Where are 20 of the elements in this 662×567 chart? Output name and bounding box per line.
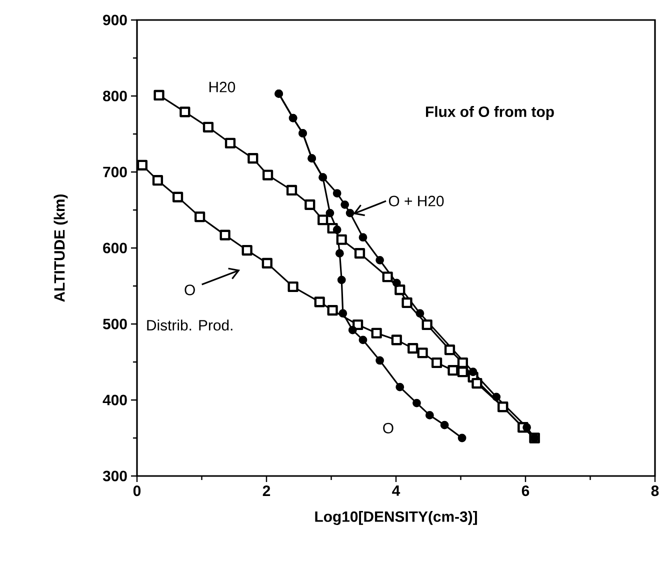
annotation: Flux of O from top (426, 106, 554, 120)
annotation: Distrib. Prod. (147, 320, 232, 331)
annotation: H20 (209, 82, 236, 92)
y-tick-label: 600 (103, 242, 127, 254)
y-axis-title: ALTITUDE (km) (54, 194, 68, 302)
annotation: O (383, 422, 394, 434)
x-axis-title: Log10[DENSITY(cm-3)] (315, 510, 477, 525)
x-tick-label: 4 (392, 486, 400, 496)
annotation: O (184, 284, 195, 296)
x-tick-label: 8 (651, 486, 659, 496)
y-tick-label: 700 (103, 166, 127, 178)
y-tick-label: 300 (102, 470, 127, 482)
x-tick-label: 2 (262, 486, 270, 496)
y-tick-label: 900 (103, 14, 127, 26)
y-tick-label: 800 (103, 90, 127, 102)
y-tick-label: 500 (103, 318, 127, 330)
x-tick-label: 0 (133, 486, 141, 496)
y-tick-label: 400 (102, 394, 127, 406)
x-tick-label: 6 (522, 486, 530, 496)
annotation: O + H20 (388, 196, 444, 206)
